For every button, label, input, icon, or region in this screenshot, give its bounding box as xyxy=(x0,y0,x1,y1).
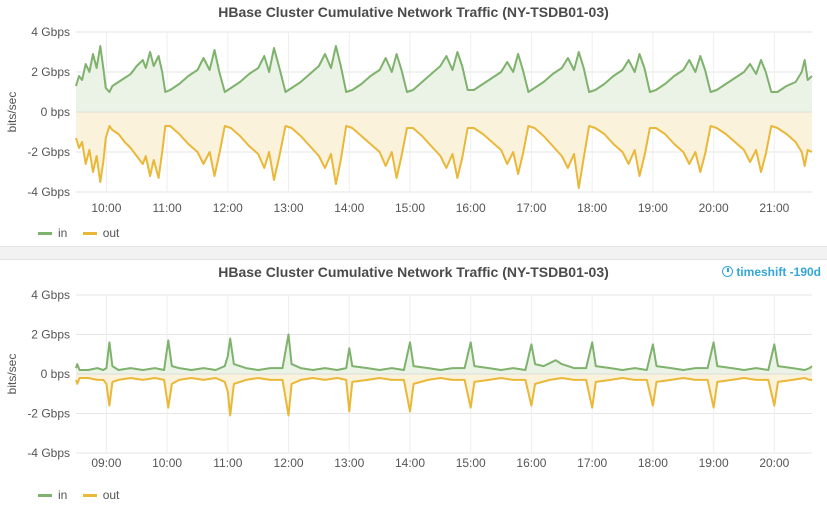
x-tick-label: 11:00 xyxy=(213,456,242,470)
x-tick-label: 18:00 xyxy=(577,201,607,215)
panel-title[interactable]: HBase Cluster Cumulative Network Traffic… xyxy=(218,264,609,280)
legend-label: in xyxy=(58,226,68,240)
legend-item-out[interactable]: out xyxy=(82,488,120,502)
x-tick-label: 18:00 xyxy=(638,456,668,470)
x-tick-label: 20:00 xyxy=(759,456,789,470)
series-line-out xyxy=(75,377,812,417)
network-traffic-chart[interactable]: 4 Gbps 2 Gbps 0 bps -2 Gbps -4 Gbps 10:00 11:0… xyxy=(0,0,827,246)
clock-icon xyxy=(722,266,734,277)
legend-item-out[interactable]: out xyxy=(82,226,120,240)
x-tick-label: 16:00 xyxy=(516,456,546,470)
x-tick-label: 12:00 xyxy=(213,201,243,215)
legend-label: out xyxy=(102,226,120,240)
y-tick-label: -2 Gbps xyxy=(27,145,70,159)
y-tick-label: 4 Gbps xyxy=(31,288,70,302)
x-tick-label: 16:00 xyxy=(456,201,486,215)
timeshift-indicator: timeshift -190d xyxy=(722,265,821,279)
graph-panel-timeshifted: HBase Cluster Cumulative Network Traffic… xyxy=(0,260,827,510)
x-tick-label: 12:00 xyxy=(274,456,304,470)
x-tick-label: 10:00 xyxy=(152,456,182,470)
legend-swatch-out xyxy=(82,232,97,236)
legend: in out xyxy=(38,488,131,502)
graph-panel-current: HBase Cluster Cumulative Network Traffic… xyxy=(0,0,827,246)
series-line-in xyxy=(75,45,813,93)
network-traffic-chart[interactable]: 4 Gbps 2 Gbps 0 bps -2 Gbps -4 Gbps 09:00 10:0… xyxy=(0,260,827,510)
x-tick-label: 09:00 xyxy=(91,456,121,470)
y-axis-label: bits/sec xyxy=(5,92,19,133)
x-tick-label: 19:00 xyxy=(699,456,729,470)
y-tick-label: 0 bps xyxy=(41,367,70,381)
x-tick-label: 15:00 xyxy=(456,456,486,470)
x-tick-label: 11:00 xyxy=(153,201,182,215)
timeshift-label: timeshift -190d xyxy=(736,265,821,279)
x-tick-label: 13:00 xyxy=(274,201,304,215)
legend-label: in xyxy=(58,488,68,502)
panel-title[interactable]: HBase Cluster Cumulative Network Traffic… xyxy=(218,4,609,20)
y-tick-label: 2 Gbps xyxy=(31,328,70,342)
legend-item-in[interactable]: in xyxy=(38,226,67,240)
x-tick-label: 19:00 xyxy=(638,201,668,215)
x-tick-label: 14:00 xyxy=(395,456,425,470)
y-tick-label: 0 bps xyxy=(41,105,70,119)
x-tick-label: 14:00 xyxy=(334,201,364,215)
legend-swatch-out xyxy=(82,494,97,498)
y-tick-label: 4 Gbps xyxy=(31,25,70,39)
x-tick-label: 10:00 xyxy=(91,201,121,215)
y-tick-label: -4 Gbps xyxy=(27,446,70,460)
x-tick-label: 15:00 xyxy=(395,201,425,215)
x-tick-label: 21:00 xyxy=(759,201,789,215)
y-axis-label: bits/sec xyxy=(5,354,19,395)
legend-label: out xyxy=(102,488,120,502)
y-tick-label: 2 Gbps xyxy=(31,65,70,79)
legend-swatch-in xyxy=(38,494,52,498)
x-tick-label: 17:00 xyxy=(516,201,546,215)
x-tick-label: 17:00 xyxy=(577,456,607,470)
legend: in out xyxy=(38,226,131,240)
series-line-out xyxy=(75,125,813,189)
series-area-out xyxy=(76,112,812,188)
series-line-in xyxy=(75,333,813,371)
legend-swatch-in xyxy=(38,232,52,236)
x-tick-label: 20:00 xyxy=(699,201,729,215)
panel-divider xyxy=(0,246,827,260)
y-tick-label: -2 Gbps xyxy=(27,407,70,421)
x-tick-label: 13:00 xyxy=(334,456,364,470)
y-tick-label: -4 Gbps xyxy=(27,185,70,199)
legend-item-in[interactable]: in xyxy=(38,488,67,502)
